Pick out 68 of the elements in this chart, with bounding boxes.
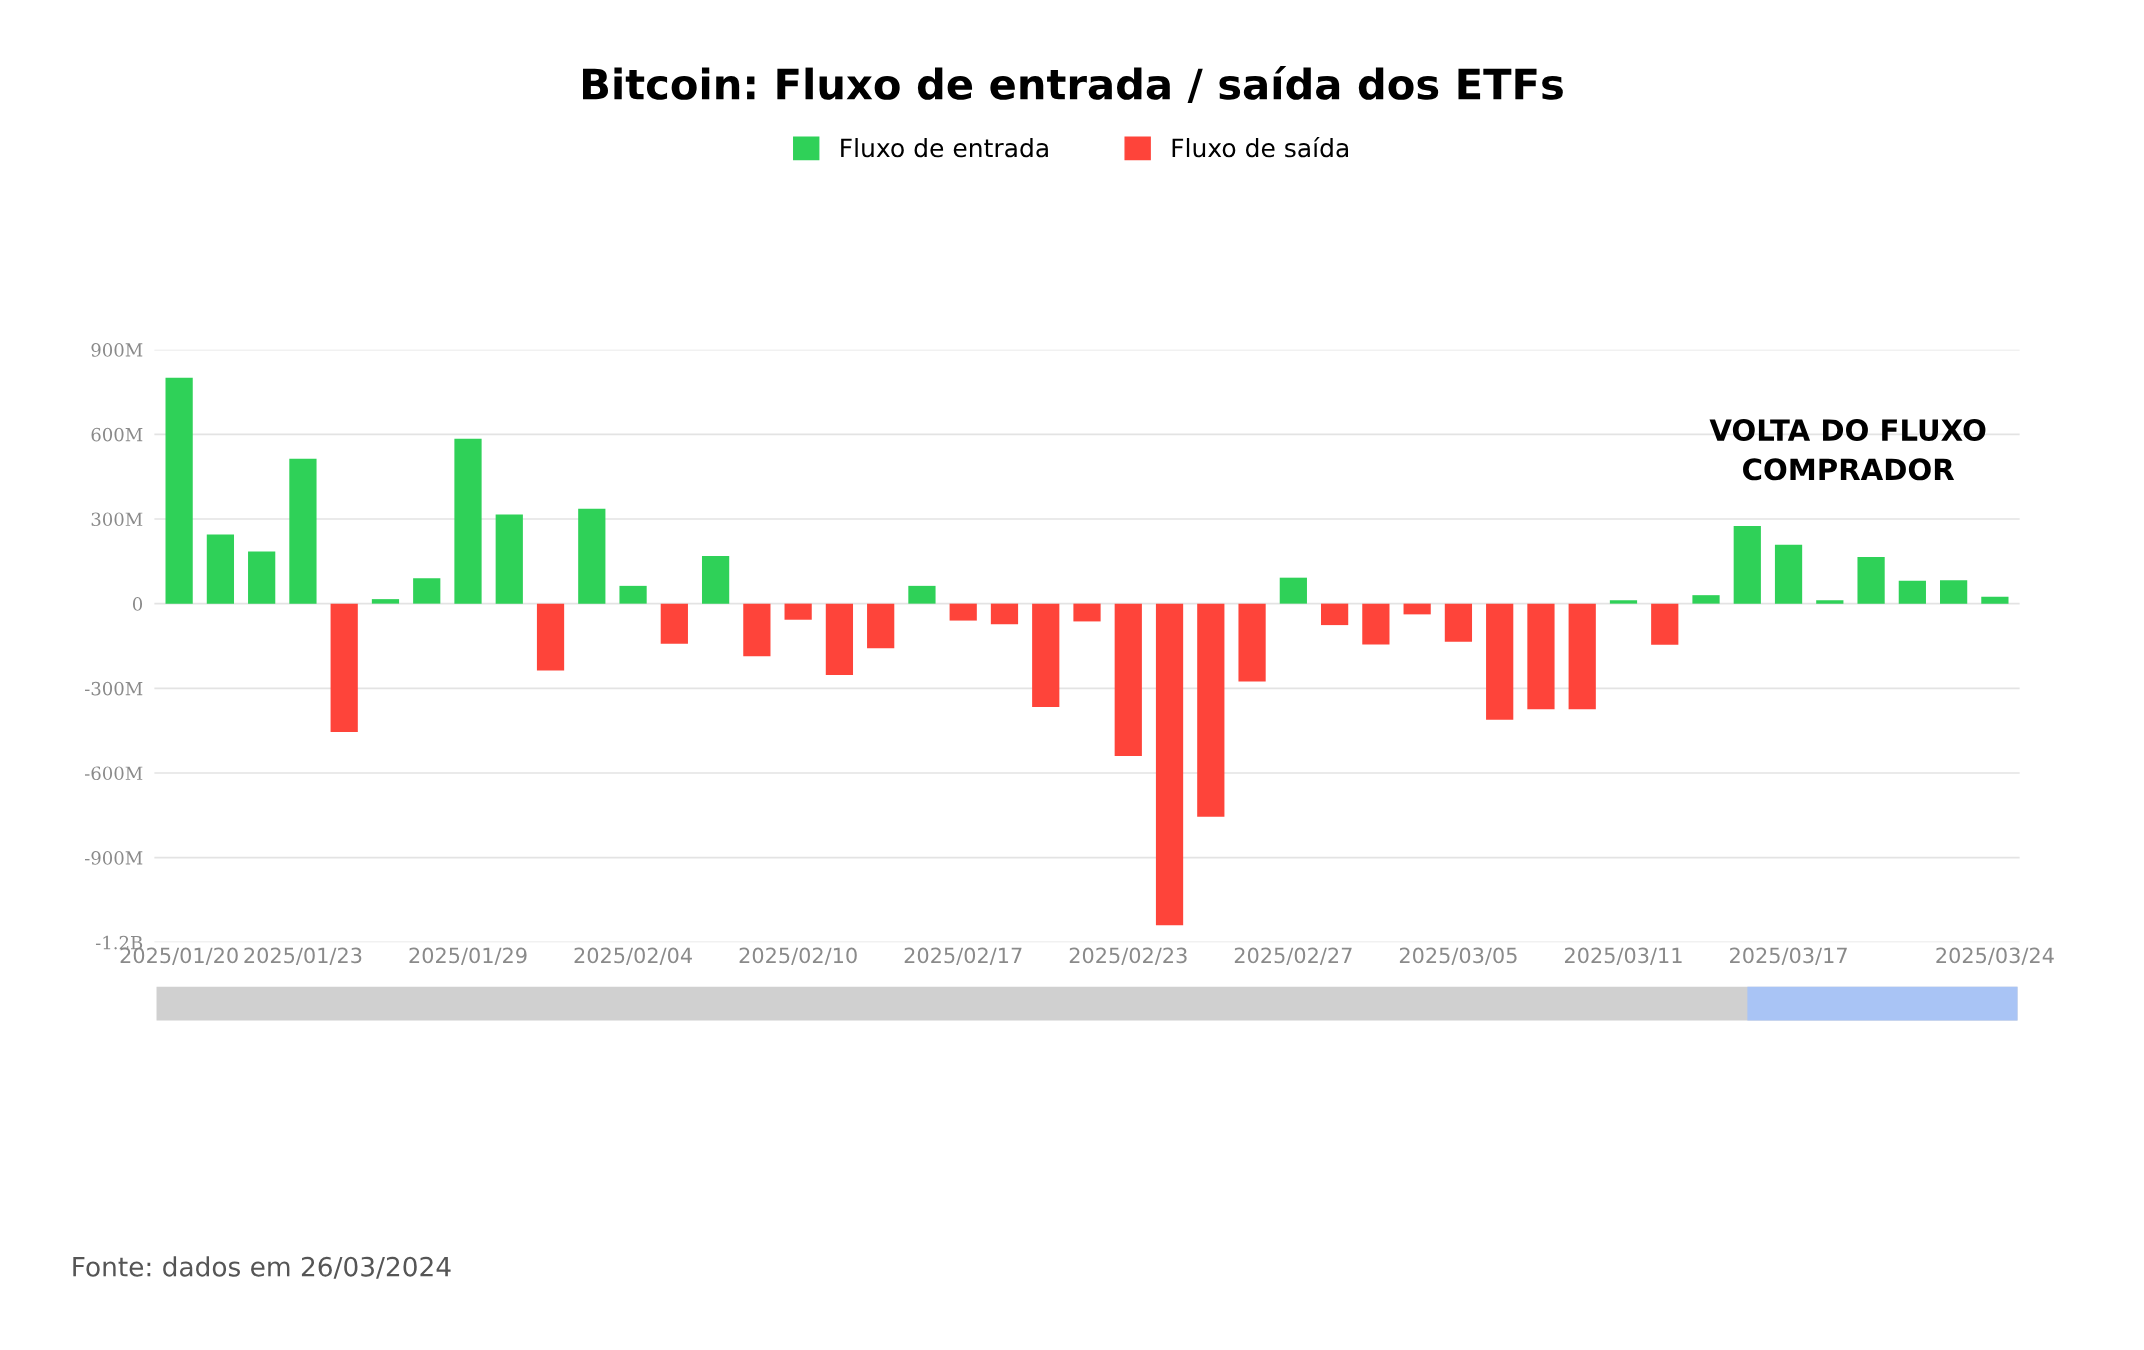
bar (495, 514, 523, 604)
bar (1692, 595, 1720, 604)
bar (825, 603, 854, 676)
bar (701, 555, 730, 604)
x-tick-label: 2025/02/27 (1234, 947, 1352, 965)
y-tick-label: 0 (132, 597, 143, 611)
bar (165, 377, 193, 604)
bar (1155, 603, 1184, 926)
bar (619, 585, 647, 604)
bar (990, 603, 1019, 625)
bar (536, 603, 565, 671)
bar (1527, 603, 1555, 710)
x-tick-label: 2025/02/04 (574, 947, 692, 965)
x-tick-label: 2025/03/11 (1564, 947, 1682, 965)
bar (1898, 580, 1926, 604)
bar (578, 508, 606, 604)
bar (1857, 557, 1885, 604)
bar (1279, 577, 1307, 604)
source-note: Fonte: dados em 26/03/2024 (73, 1256, 451, 1279)
bar (289, 458, 317, 604)
x-tick-label: 2025/02/17 (904, 947, 1022, 965)
bar (248, 551, 276, 604)
bar (1486, 603, 1514, 720)
y-tick-label: 600M (91, 427, 143, 442)
bar (949, 603, 977, 621)
bar (1609, 600, 1638, 604)
x-tick-label: 2025/03/24 (1936, 947, 2054, 965)
bar (1568, 603, 1596, 710)
annotation: VOLTA DO FLUXO COMPRADOR (1709, 419, 1986, 481)
bar (371, 599, 400, 604)
y-tick-label: -900M (85, 851, 143, 865)
bar (784, 603, 812, 620)
legend-label: Fluxo de entrada (841, 138, 1048, 158)
bar (1444, 603, 1473, 642)
bar (1403, 603, 1431, 615)
bar (1362, 603, 1390, 645)
bar (454, 438, 482, 604)
x-tick-label: 2025/03/05 (1399, 947, 1517, 965)
bar (1981, 596, 2009, 604)
y-tick-label: -600M (85, 766, 143, 781)
bar (1774, 544, 1803, 604)
bar (413, 578, 441, 604)
x-tick-label: 2025/01/23 (244, 947, 362, 965)
bar (908, 585, 936, 604)
bar (206, 534, 235, 604)
bar (1073, 603, 1101, 622)
bar (743, 603, 771, 657)
bar (1733, 526, 1761, 604)
legend-label: Fluxo de saída (1172, 137, 1348, 158)
y-tick-label: -300M (85, 681, 143, 696)
x-tick-label: 2025/02/23 (1069, 947, 1187, 965)
bar (1238, 603, 1266, 682)
bar (330, 603, 358, 733)
x-tick-label: 2025/03/17 (1730, 947, 1847, 965)
bar (1197, 603, 1225, 817)
bar (1114, 603, 1142, 757)
bar (1320, 603, 1349, 626)
bar (1651, 603, 1679, 645)
chart-title: Bitcoin: Fluxo de entrada / saída dos ETFs (583, 65, 1563, 104)
x-tick-label: 2025/02/10 (739, 947, 857, 965)
y-tick-label: 900M (91, 343, 143, 357)
y-tick-label: 300M (91, 512, 143, 527)
bar (867, 603, 895, 649)
x-tick-label: 2025/01/29 (409, 947, 527, 965)
bar (1032, 603, 1060, 707)
bar (1940, 580, 1968, 604)
bar (660, 603, 688, 644)
bar (1816, 600, 1844, 604)
